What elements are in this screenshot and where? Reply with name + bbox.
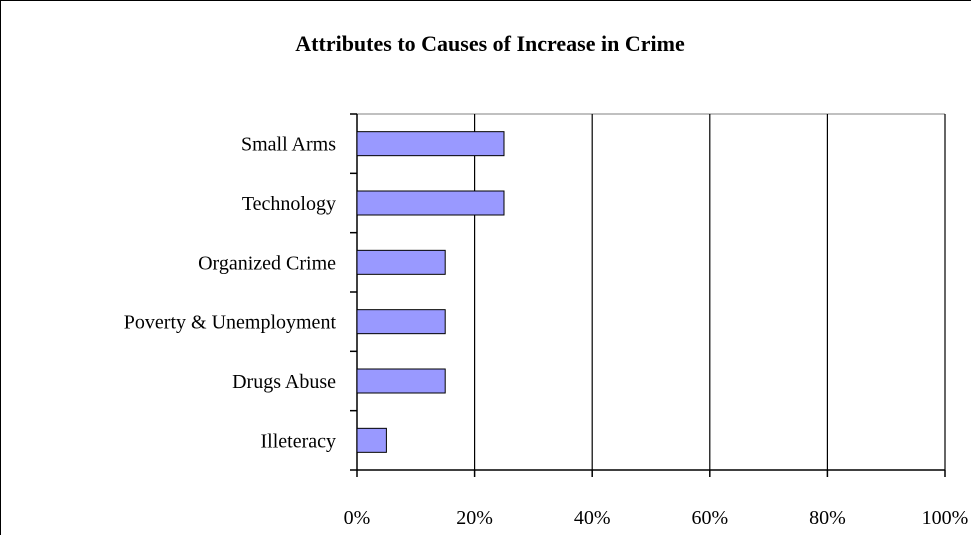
x-tick-label: 40%: [574, 507, 611, 529]
bar-illeteracy: [356, 427, 387, 453]
x-tick-label: 20%: [456, 507, 493, 529]
bar-technology: [356, 190, 505, 216]
x-tick-label: 60%: [691, 507, 728, 529]
bar-small-arms: [356, 131, 505, 157]
x-tick-label: 80%: [809, 507, 846, 529]
category-label: Drugs Abuse: [232, 371, 336, 393]
bar-drugs-abuse: [356, 368, 446, 394]
category-label: Illeteracy: [261, 430, 337, 452]
plot-area: 0% 20% 40% 60% 80% 100% Small Arms Technology Or…: [124, 113, 969, 529]
chart-title: Attributes to Causes of Increase in Crim…: [295, 31, 685, 56]
x-tick-label: 100%: [922, 507, 969, 529]
category-label: Technology: [242, 193, 336, 215]
category-label: Small Arms: [241, 134, 336, 156]
category-label: Poverty & Unemployment: [124, 312, 337, 334]
bar-poverty-unemployment: [356, 309, 446, 335]
bar-organized-crime: [356, 249, 446, 275]
x-tick-label: 0%: [344, 507, 371, 529]
category-label: Organized Crime: [198, 252, 336, 274]
